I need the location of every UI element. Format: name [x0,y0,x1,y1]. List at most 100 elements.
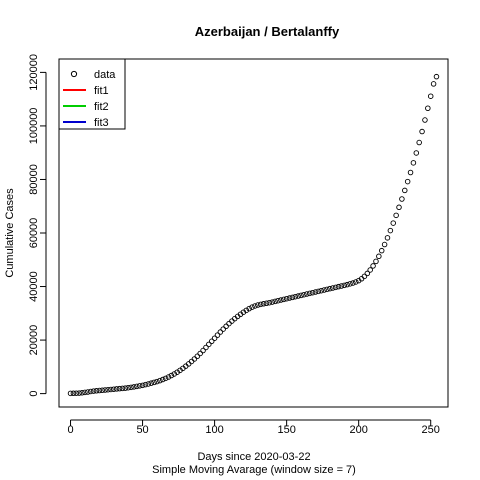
data-point [154,378,160,385]
data-point [162,375,169,382]
data-point [350,280,356,286]
data-point [367,267,373,273]
data-point [306,290,313,297]
data-point [344,281,350,288]
data-point [301,291,307,298]
data-point [257,301,264,308]
data-point [148,380,154,386]
data-point [433,73,440,80]
data-point [396,204,402,211]
data-point [125,384,131,391]
x-tick-label: 0 [67,424,73,436]
data-point [312,289,319,295]
data-point [321,287,327,293]
data-point [269,299,275,305]
x-tick-label: 200 [349,424,367,436]
data-point [283,295,290,302]
data-point [361,273,368,280]
data-point [67,390,74,397]
plot-area [58,58,449,408]
legend-symbol-data [70,70,78,78]
data-point [304,291,310,297]
legend-box [58,58,126,130]
data-point [278,297,284,303]
chart-subtitle: Simple Moving Avarage (window size = 7) [152,464,356,476]
data-point [298,292,304,299]
data-point [197,350,203,357]
data-point [329,285,336,291]
data-point [136,383,143,389]
data-point [255,302,261,308]
y-tick-label: 60000 [28,218,40,249]
y-axis: 0 20000 40000 60000 80000 100000 120000 [28,54,47,397]
data-point [260,301,267,307]
chart-title: Azerbaijan / Bertalanffy [195,24,340,39]
data-point [390,220,397,226]
data-point [151,379,157,386]
y-tick-label: 100000 [28,108,40,145]
data-point [208,338,215,345]
data-point [419,128,425,135]
data-point [427,93,434,99]
data-point [217,329,224,335]
legend-label-data: data [94,69,116,81]
data-point [364,270,371,277]
data-point [113,386,120,392]
legend-label-fit1: fit1 [94,85,109,97]
data-point [85,389,91,395]
data-point [338,283,345,289]
legend-label-fit2: fit2 [94,101,109,113]
data-point [105,386,111,393]
data-point [286,295,293,301]
y-tick-label: 80000 [28,164,40,195]
data-point [289,294,296,301]
y-axis-label: Cumulative Cases [4,188,16,278]
data-point [275,297,281,304]
data-points [67,73,440,397]
data-point [295,293,301,299]
data-point [407,169,414,176]
data-point [70,390,77,397]
data-point [165,374,172,380]
x-tick-label: 50 [136,424,148,436]
data-point [281,296,287,303]
data-point [425,105,431,112]
data-point [353,279,359,285]
data-point [384,235,391,241]
data-point [87,388,94,395]
data-point [243,307,250,314]
data-point [226,320,232,327]
data-point [381,241,388,248]
data-point [223,323,229,330]
data-point [413,150,420,156]
x-tick-label: 250 [422,424,440,436]
data-point [378,247,385,254]
data-point [370,263,376,269]
data-point [139,382,146,389]
data-point [416,139,422,146]
data-point [410,160,417,166]
data-point [373,258,379,265]
data-point [76,390,82,396]
data-point [168,372,175,379]
data-point [128,384,134,391]
data-point [171,371,178,377]
data-point [200,347,206,354]
data-point [82,389,88,396]
data-point [206,341,212,348]
data-point [332,284,339,291]
data-point [159,376,166,383]
data-point [309,289,316,296]
data-point [96,387,103,394]
data-point [318,287,324,294]
data-point [116,385,123,392]
data-point [73,390,80,396]
legend-label-fit3: fit3 [94,117,109,129]
data-point [93,388,100,394]
data-point [387,227,394,234]
data-point [119,385,126,392]
x-tick-label: 100 [205,424,223,436]
data-point [376,253,382,260]
data-point [393,212,399,219]
data-point [220,326,226,332]
